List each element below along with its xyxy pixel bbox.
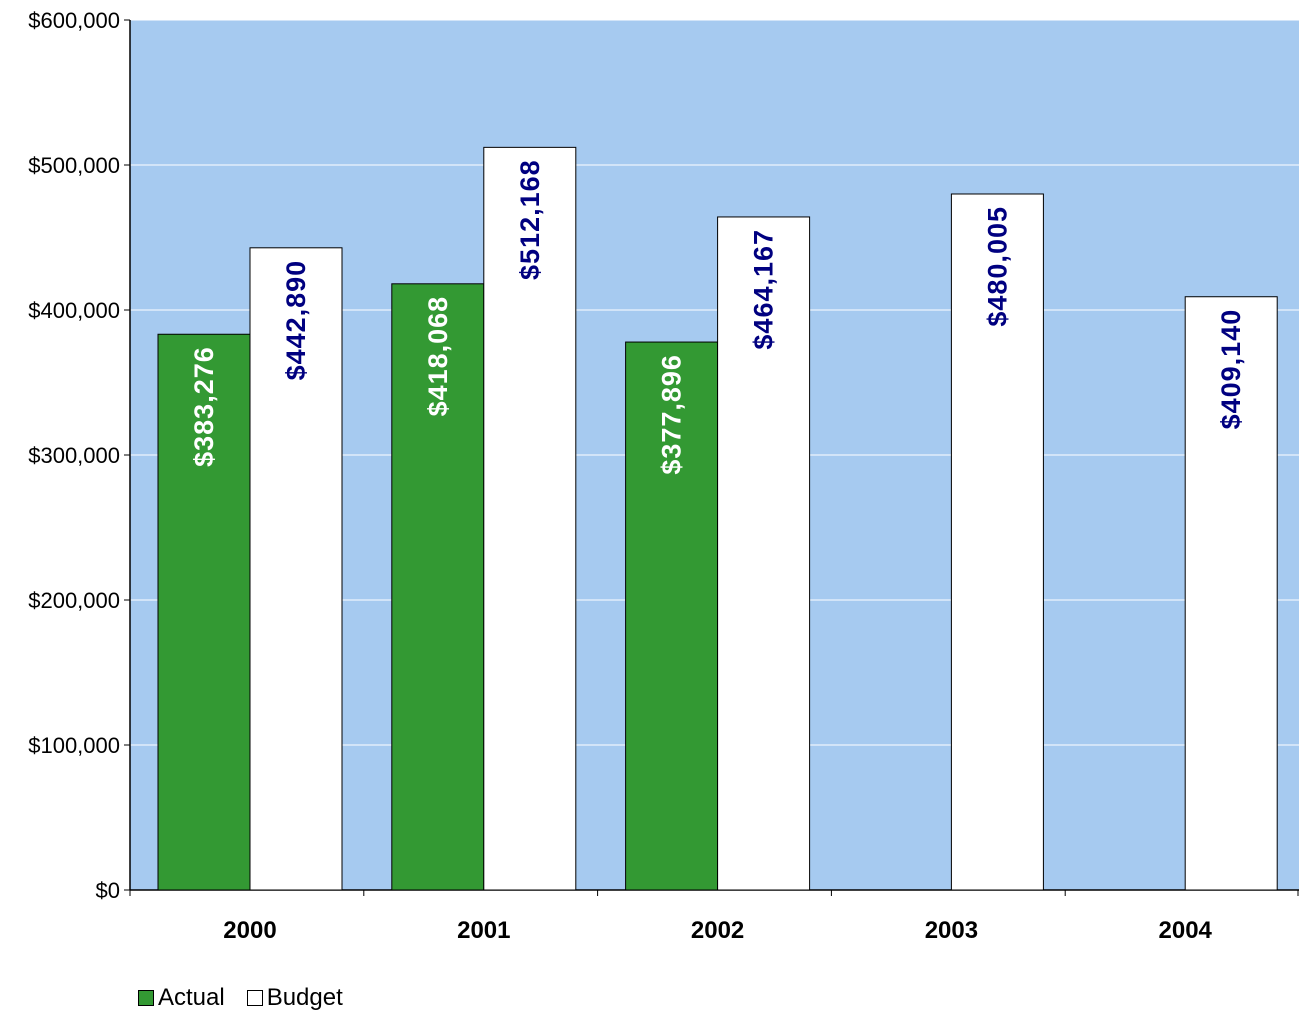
y-tick-label: $600,000	[28, 8, 120, 33]
y-tick-label: $0	[96, 878, 120, 903]
x-tick-label: 2003	[925, 917, 978, 944]
bar-actual-2001	[391, 283, 485, 891]
data-label-budget-2002: $464,167	[749, 229, 779, 350]
legend-item-budget: Budget	[246, 984, 343, 1012]
bar-budget-2003	[950, 193, 1044, 891]
y-tick-label: $200,000	[28, 588, 120, 613]
data-label-budget-2003: $480,005	[982, 206, 1012, 327]
legend-swatch-actual	[138, 990, 154, 1006]
y-tick-label: $400,000	[28, 298, 120, 323]
x-tick-label: 2001	[457, 917, 510, 944]
x-tick-label: 2004	[1159, 917, 1213, 944]
legend-label-actual: Actual	[158, 984, 225, 1011]
legend-item-actual: Actual	[138, 984, 225, 1012]
legend-label-budget: Budget	[266, 984, 343, 1011]
bar-actual-2002	[625, 341, 719, 891]
y-tick-label: $300,000	[28, 443, 120, 468]
data-label-budget-2000: $442,890	[281, 260, 311, 381]
x-tick-label: 2002	[691, 917, 744, 944]
data-label-budget-2004: $409,140	[1216, 309, 1246, 430]
legend-swatch-budget	[246, 990, 263, 1006]
bar-budget-2001	[483, 146, 577, 891]
bar-budget-2000	[249, 247, 343, 891]
data-label-budget-2001: $512,168	[515, 159, 545, 280]
bar-budget-2002	[717, 216, 811, 891]
data-label-actual-2001: $418,068	[423, 296, 453, 417]
data-label-actual-2002: $377,896	[657, 354, 687, 475]
x-tick-label: 2000	[223, 917, 276, 944]
y-tick-label: $100,000	[28, 733, 120, 758]
bar-actual-2000	[157, 333, 251, 891]
bar-budget-2004	[1184, 296, 1278, 891]
y-tick-label: $500,000	[28, 153, 120, 178]
data-label-actual-2000: $383,276	[189, 346, 219, 467]
chart-legend: Actual Budget	[138, 984, 365, 1012]
